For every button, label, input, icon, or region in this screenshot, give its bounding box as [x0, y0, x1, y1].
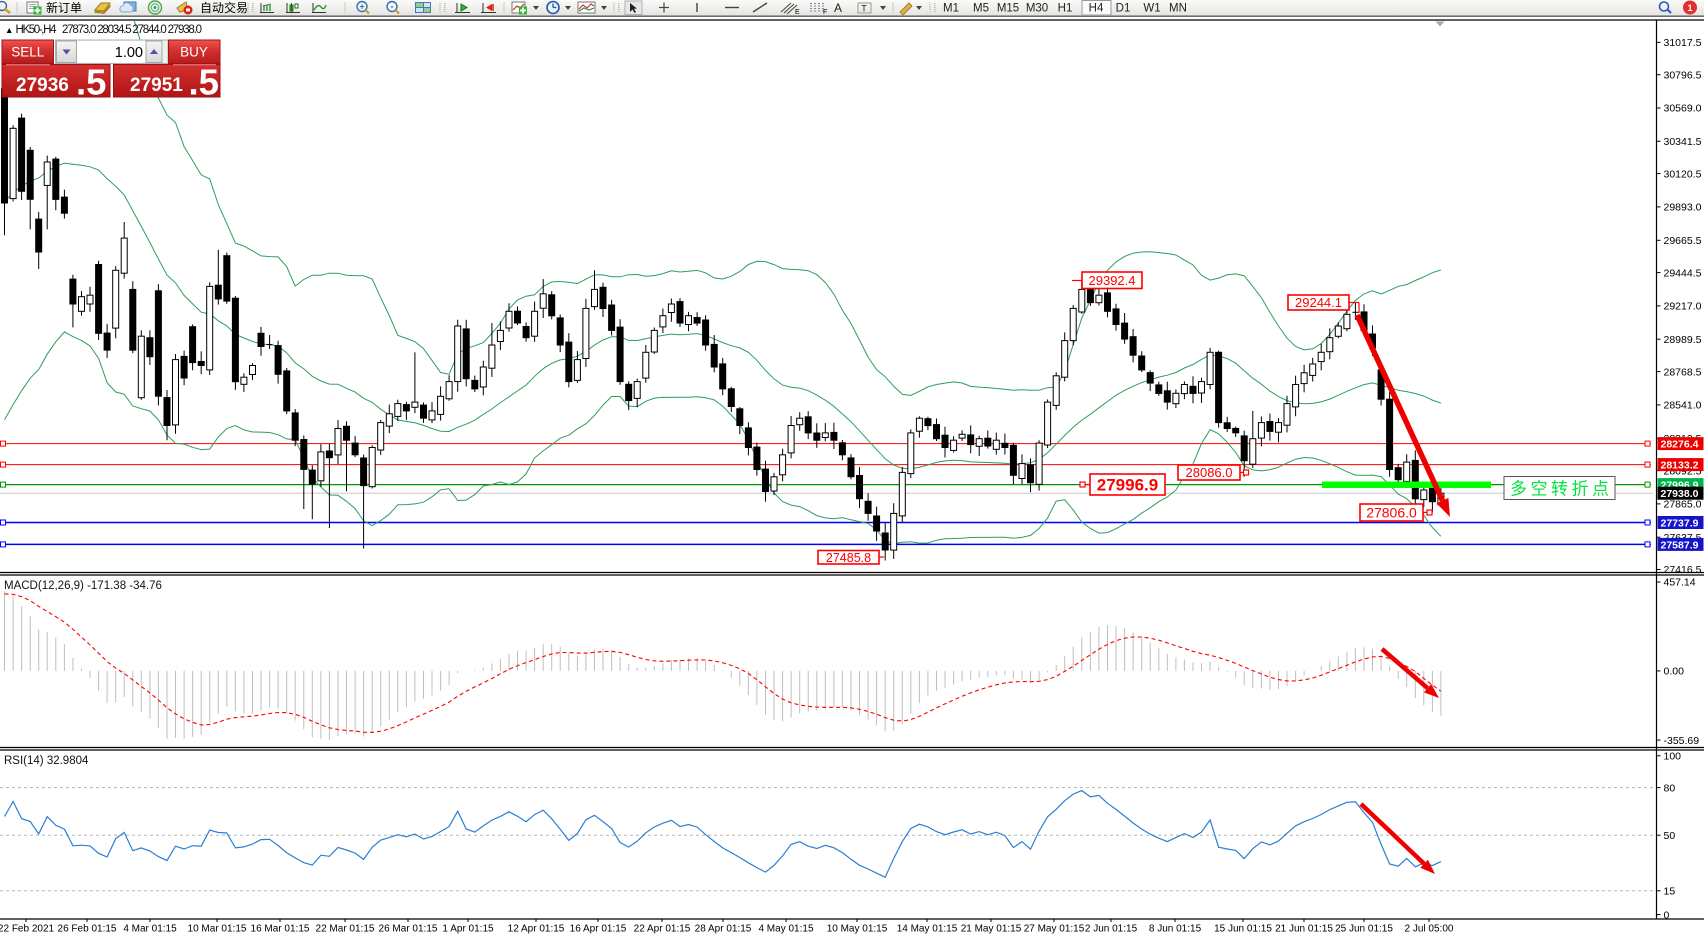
svg-text:4 May 01:15: 4 May 01:15 [758, 924, 813, 935]
svg-text:29217.0: 29217.0 [1664, 301, 1702, 313]
svg-text:28541.0: 28541.0 [1664, 400, 1702, 412]
svg-text:28276.4: 28276.4 [1661, 439, 1699, 451]
svg-text:27873.0 28034.5 27844.0 27938.: 27873.0 28034.5 27844.0 27938.0 [62, 24, 202, 36]
svg-text:自动交易: 自动交易 [200, 0, 248, 15]
svg-text:21 May 01:15: 21 May 01:15 [961, 924, 1022, 935]
svg-text:RSI(14) 32.9804: RSI(14) 32.9804 [4, 755, 89, 767]
svg-text:28768.5: 28768.5 [1664, 366, 1702, 378]
svg-text:27996.9: 27996.9 [1097, 476, 1158, 495]
svg-text:100: 100 [1664, 751, 1682, 763]
svg-text:M30: M30 [1026, 3, 1048, 15]
svg-text:457.14: 457.14 [1664, 577, 1696, 589]
svg-text:29893.0: 29893.0 [1664, 202, 1702, 214]
svg-text:15: 15 [1664, 886, 1676, 898]
svg-text:SELL: SELL [11, 44, 45, 59]
svg-text:28133.2: 28133.2 [1661, 460, 1699, 472]
svg-text:29444.5: 29444.5 [1664, 267, 1702, 279]
svg-text:30120.5: 30120.5 [1664, 168, 1702, 180]
svg-text:22 Mar 01:15: 22 Mar 01:15 [316, 924, 375, 935]
svg-text:27865.0: 27865.0 [1664, 499, 1702, 511]
svg-text:22 Apr 01:15: 22 Apr 01:15 [634, 924, 691, 935]
svg-text:29392.4: 29392.4 [1089, 273, 1136, 288]
svg-text:16 Mar 01:15: 16 Mar 01:15 [251, 924, 310, 935]
svg-text:27416.5: 27416.5 [1664, 564, 1702, 576]
svg-text:H4: H4 [1089, 3, 1104, 15]
svg-text:0: 0 [1664, 909, 1670, 921]
svg-text:0.00: 0.00 [1664, 666, 1685, 678]
svg-text:29244.1: 29244.1 [1295, 295, 1342, 310]
svg-text:▲: ▲ [5, 25, 13, 35]
svg-text:15 Jun 01:15: 15 Jun 01:15 [1214, 924, 1272, 935]
svg-text:22 Feb 2021: 22 Feb 2021 [0, 924, 55, 935]
svg-text:31017.5: 31017.5 [1664, 37, 1702, 49]
svg-text:D1: D1 [1116, 3, 1131, 15]
svg-text:27 May 01:15: 27 May 01:15 [1024, 924, 1085, 935]
svg-text:1 Apr 01:15: 1 Apr 01:15 [442, 924, 494, 935]
svg-text:30796.5: 30796.5 [1664, 69, 1702, 81]
svg-text:14 May 01:15: 14 May 01:15 [897, 924, 958, 935]
svg-text:.5: .5 [76, 62, 106, 103]
svg-text:2 Jun 01:15: 2 Jun 01:15 [1085, 924, 1138, 935]
svg-text:28 Apr 01:15: 28 Apr 01:15 [695, 924, 752, 935]
svg-text:多空转折点: 多空转折点 [1510, 480, 1613, 499]
svg-text:+: + [359, 2, 364, 12]
svg-text:M1: M1 [943, 3, 959, 15]
svg-text:M5: M5 [973, 3, 989, 15]
svg-text:M15: M15 [997, 3, 1019, 15]
svg-text:E: E [795, 9, 800, 16]
svg-text:16 Apr 01:15: 16 Apr 01:15 [570, 924, 627, 935]
svg-text:T: T [861, 4, 867, 14]
svg-text:28086.0: 28086.0 [1186, 465, 1233, 480]
svg-text:2 Jul 05:00: 2 Jul 05:00 [1405, 924, 1454, 935]
svg-text:MN: MN [1169, 3, 1187, 15]
svg-text:30341.5: 30341.5 [1664, 136, 1702, 148]
svg-text:25 Jun 01:15: 25 Jun 01:15 [1335, 924, 1393, 935]
svg-text:A: A [834, 1, 842, 15]
svg-text:28989.5: 28989.5 [1664, 334, 1702, 346]
svg-text:-355.69: -355.69 [1664, 735, 1700, 747]
svg-text:27806.0: 27806.0 [1366, 505, 1417, 521]
svg-text:26 Mar 01:15: 26 Mar 01:15 [379, 924, 438, 935]
svg-text:21 Jun 01:15: 21 Jun 01:15 [1275, 924, 1333, 935]
svg-text:27938.0: 27938.0 [1661, 488, 1699, 500]
svg-text:1: 1 [1687, 3, 1692, 13]
svg-text:30569.0: 30569.0 [1664, 103, 1702, 115]
svg-text:.5: .5 [189, 62, 219, 103]
svg-text:4 Mar 01:15: 4 Mar 01:15 [123, 924, 177, 935]
svg-text:新订单: 新订单 [46, 0, 82, 15]
svg-text:27737.9: 27737.9 [1661, 518, 1699, 530]
svg-text:12 Apr 01:15: 12 Apr 01:15 [508, 924, 565, 935]
svg-text:27587.9: 27587.9 [1661, 539, 1699, 551]
svg-text:27936: 27936 [16, 75, 69, 96]
svg-text:1.00: 1.00 [115, 45, 143, 61]
svg-text:50: 50 [1664, 830, 1676, 842]
svg-text:-: - [391, 2, 394, 12]
svg-text:27951: 27951 [130, 75, 183, 96]
svg-text:H1: H1 [1058, 3, 1073, 15]
svg-text:BUY: BUY [180, 44, 208, 59]
svg-text:10 May 01:15: 10 May 01:15 [827, 924, 888, 935]
svg-text:MACD(12,26,9) -171.38 -34.76: MACD(12,26,9) -171.38 -34.76 [4, 580, 162, 592]
svg-text:27485.8: 27485.8 [826, 551, 871, 565]
svg-text:F: F [823, 9, 827, 16]
svg-text:HK50-,H4: HK50-,H4 [16, 24, 58, 36]
svg-text:26 Feb 01:15: 26 Feb 01:15 [58, 924, 117, 935]
svg-text:10 Mar 01:15: 10 Mar 01:15 [188, 924, 247, 935]
svg-text:29665.5: 29665.5 [1664, 235, 1702, 247]
svg-text:8 Jun 01:15: 8 Jun 01:15 [1149, 924, 1202, 935]
svg-text:W1: W1 [1143, 3, 1160, 15]
svg-text:80: 80 [1664, 782, 1676, 794]
